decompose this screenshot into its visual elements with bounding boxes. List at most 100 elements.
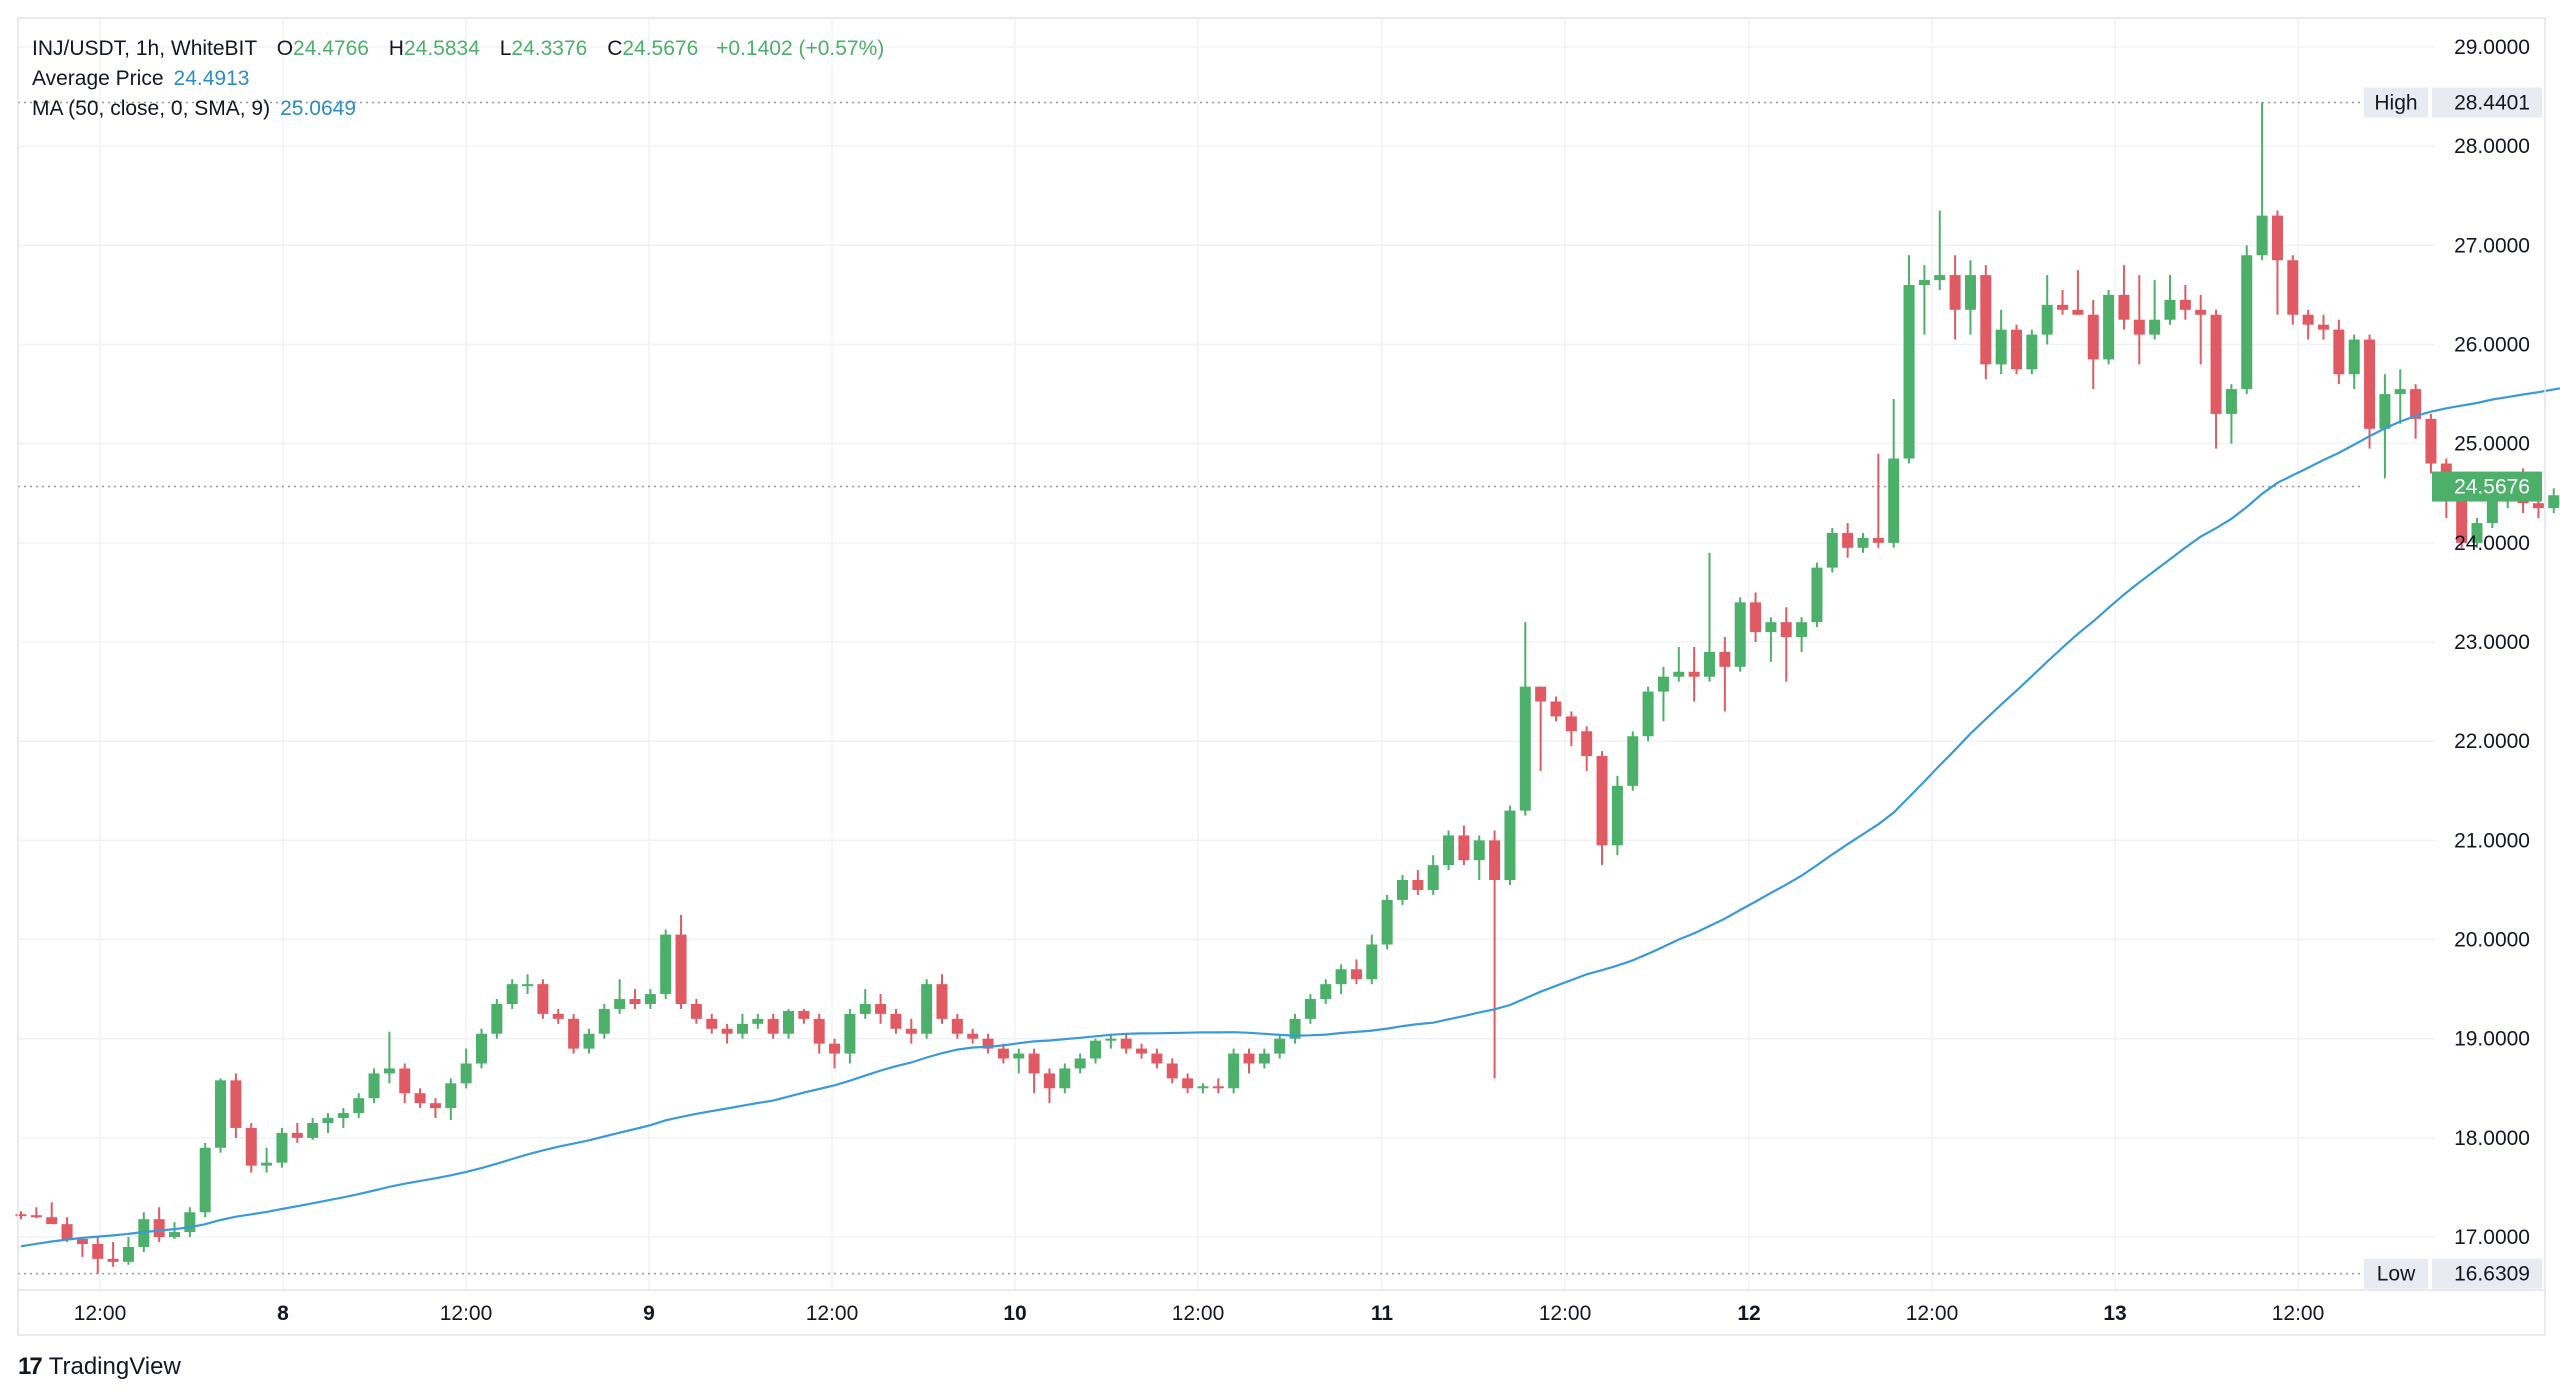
candle-body (1780, 622, 1792, 638)
candle-body (859, 1003, 871, 1014)
time-tick-label: 9 (643, 1302, 655, 1325)
high-tag-label: High (2374, 92, 2417, 115)
price-tick-label: 18.0000 (2454, 1127, 2530, 1150)
candle-body (92, 1243, 104, 1259)
candle-body (522, 984, 534, 987)
candle-body (2072, 309, 2084, 315)
candle-body (1427, 865, 1439, 890)
change-value: +0.1402 (+0.57%) (716, 37, 885, 60)
candle-body (706, 1018, 718, 1029)
candle-body (2041, 304, 2053, 335)
symbol-label[interactable]: INJ/USDT, 1h, WhiteBIT (32, 37, 257, 60)
time-tick-label: 12:00 (1172, 1302, 1225, 1325)
candle-body (1243, 1053, 1255, 1064)
candle-body (660, 934, 672, 995)
ohlc-row: INJ/USDT, 1h, WhiteBIT O24.4766 H24.5834… (32, 34, 884, 64)
price-tick-label: 29.0000 (2454, 36, 2530, 59)
candle-body (967, 1033, 979, 1039)
candle-body (752, 1018, 764, 1024)
candle-body (1581, 731, 1593, 757)
candle-body (1995, 329, 2007, 365)
ma-row[interactable]: MA (50, close, 0, SMA, 9) 25.0649 (32, 94, 884, 124)
candle-body (2271, 215, 2283, 261)
low-tag-label-bg (2364, 1258, 2428, 1289)
candle-body (2087, 314, 2099, 360)
candle-body (951, 1018, 963, 1034)
candle-body (1397, 880, 1408, 900)
candle-body (1381, 899, 1393, 945)
low-tag-value: 16.6309 (2454, 1263, 2530, 1286)
candle-body (414, 1093, 426, 1104)
candle-body (1719, 651, 1731, 667)
candle-body (1136, 1048, 1148, 1054)
ma-label: MA (50, close, 0, SMA, 9) (32, 97, 271, 120)
price-tick-label: 17.0000 (2454, 1226, 2530, 1249)
price-tick-label: 28.0000 (2454, 135, 2530, 158)
price-tick-label: 19.0000 (2454, 1028, 2530, 1051)
candle-body (1013, 1053, 1025, 1059)
candle-body (875, 1003, 887, 1014)
candle-body (2394, 389, 2406, 395)
candle-body (476, 1033, 487, 1064)
high-tag-value-bg (2432, 87, 2542, 118)
high-tag: High 28.4401 (2364, 87, 2542, 118)
candle-body (736, 1023, 748, 1034)
open-label: O (276, 37, 294, 60)
time-tick-label: 12 (1737, 1302, 1760, 1325)
chart-legend: INJ/USDT, 1h, WhiteBIT O24.4766 H24.5834… (32, 34, 884, 124)
candle-body (1212, 1086, 1224, 1089)
last-price-tag: 24.5676 (2432, 471, 2542, 502)
last-price-tag-value: 24.5676 (2454, 476, 2530, 499)
candle-body (230, 1080, 242, 1128)
candle-body (199, 1147, 211, 1213)
candle-body (1657, 676, 1669, 692)
close-value: 24.5676 (622, 37, 699, 60)
candle-body (1059, 1068, 1071, 1089)
tradingview-logo[interactable]: 17 TradingView (18, 1353, 181, 1381)
candle-body (76, 1239, 88, 1244)
candle-body (829, 1043, 841, 1054)
candle-body (1028, 1053, 1040, 1074)
candle-body (1043, 1073, 1055, 1089)
candle-body (1504, 810, 1516, 881)
candle-body (30, 1215, 42, 1218)
close-label: C (607, 37, 623, 60)
price-tags: High 28.4401 Low 16.6309 24.5676 (2364, 87, 2542, 1289)
candle-body (2318, 324, 2329, 330)
candle-body (399, 1068, 411, 1094)
reference-lines (18, 101, 2360, 1275)
candle-body (2026, 334, 2038, 370)
time-axis-ticks: 12:00 8 12:00 9 12:00 10 12:00 11 12:00 12 12:00 13… (74, 1302, 2325, 1325)
candle-body (629, 999, 641, 1004)
candle-body (122, 1246, 134, 1262)
candle-body (445, 1083, 457, 1109)
time-tick-label: 12:00 (74, 1302, 127, 1325)
time-tick-label: 12:00 (806, 1302, 859, 1325)
candle-body (2057, 304, 2069, 310)
candle-body (353, 1098, 365, 1114)
time-tick-label: 12:00 (2272, 1302, 2325, 1325)
high-value: 24.5834 (403, 37, 480, 60)
candle-body (245, 1127, 257, 1166)
candle-body (61, 1224, 73, 1240)
candle-body (2364, 339, 2376, 429)
candle-body (261, 1162, 273, 1166)
candle-body (2425, 418, 2437, 464)
candle-body (276, 1132, 288, 1163)
average-price-row[interactable]: Average Price 24.4913 (32, 64, 884, 94)
candle-body (767, 1018, 779, 1034)
candle-body (1673, 671, 1685, 677)
candle-body (169, 1232, 180, 1238)
candle-body (2410, 389, 2422, 419)
candle-body (2456, 498, 2468, 543)
price-tick-label: 22.0000 (2454, 730, 2530, 753)
time-tick-label: 11 (1371, 1302, 1394, 1325)
open-value: 24.4766 (293, 37, 369, 60)
candle-body (153, 1219, 165, 1238)
low-tag-label: Low (2377, 1263, 2416, 1286)
candle-body (491, 1003, 503, 1034)
candle-body (1842, 532, 1854, 548)
tradingview-logo-icon: 17 (18, 1353, 43, 1380)
time-tick-label: 8 (277, 1302, 289, 1325)
